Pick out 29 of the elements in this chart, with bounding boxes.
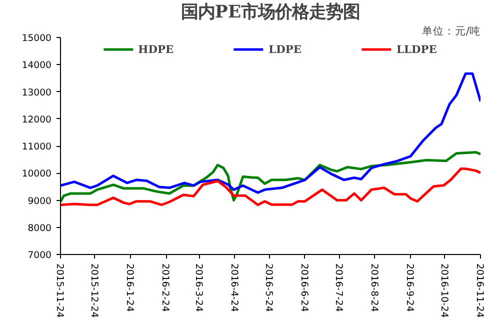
y-tick-label: 12000 <box>22 114 52 126</box>
y-tick-label: 8000 <box>28 222 52 234</box>
legend-label: LLDPE <box>396 42 437 56</box>
y-tick-label: 13000 <box>22 87 52 98</box>
x-tick-label: 2016-7-24 <box>332 264 344 312</box>
chart-title: 国内PE市场价格走势图 <box>180 2 360 22</box>
x-tick-label: 2015-11-24 <box>54 264 65 318</box>
x-tick-label: 2016-10-24 <box>438 264 450 318</box>
x-tick-label: 2016-6-24 <box>298 264 310 312</box>
x-tick-label: 2016-3-24 <box>192 264 204 312</box>
x-tick-label: 2016-4-24 <box>228 264 240 312</box>
x-tick-label: 2016-9-24 <box>404 264 415 312</box>
x-tick-label: 2016-5-24 <box>262 264 274 312</box>
line-series <box>60 72 480 194</box>
x-tick-label: 2016-11-24 <box>474 264 485 318</box>
y-tick-label: 7000 <box>28 250 52 261</box>
y-tick-label: 14000 <box>22 60 52 72</box>
legend-label: HDPE <box>138 42 174 56</box>
y-tick-label: 15000 <box>22 33 52 44</box>
x-tick-label: 2015-12-24 <box>88 264 100 318</box>
y-tick-label: 10000 <box>22 168 52 180</box>
x-tick-label: 2016-8-24 <box>368 264 380 312</box>
line-series <box>60 168 480 206</box>
x-tick-label: 2016-2-24 <box>160 264 171 312</box>
y-tick-label: 11000 <box>22 142 52 152</box>
x-tick-label: 2016-1-24 <box>124 264 135 312</box>
legend-label: LDPE <box>268 42 302 56</box>
y-tick-label: 9000 <box>28 196 52 207</box>
annotation: 单位：元/吨 <box>422 24 481 38</box>
